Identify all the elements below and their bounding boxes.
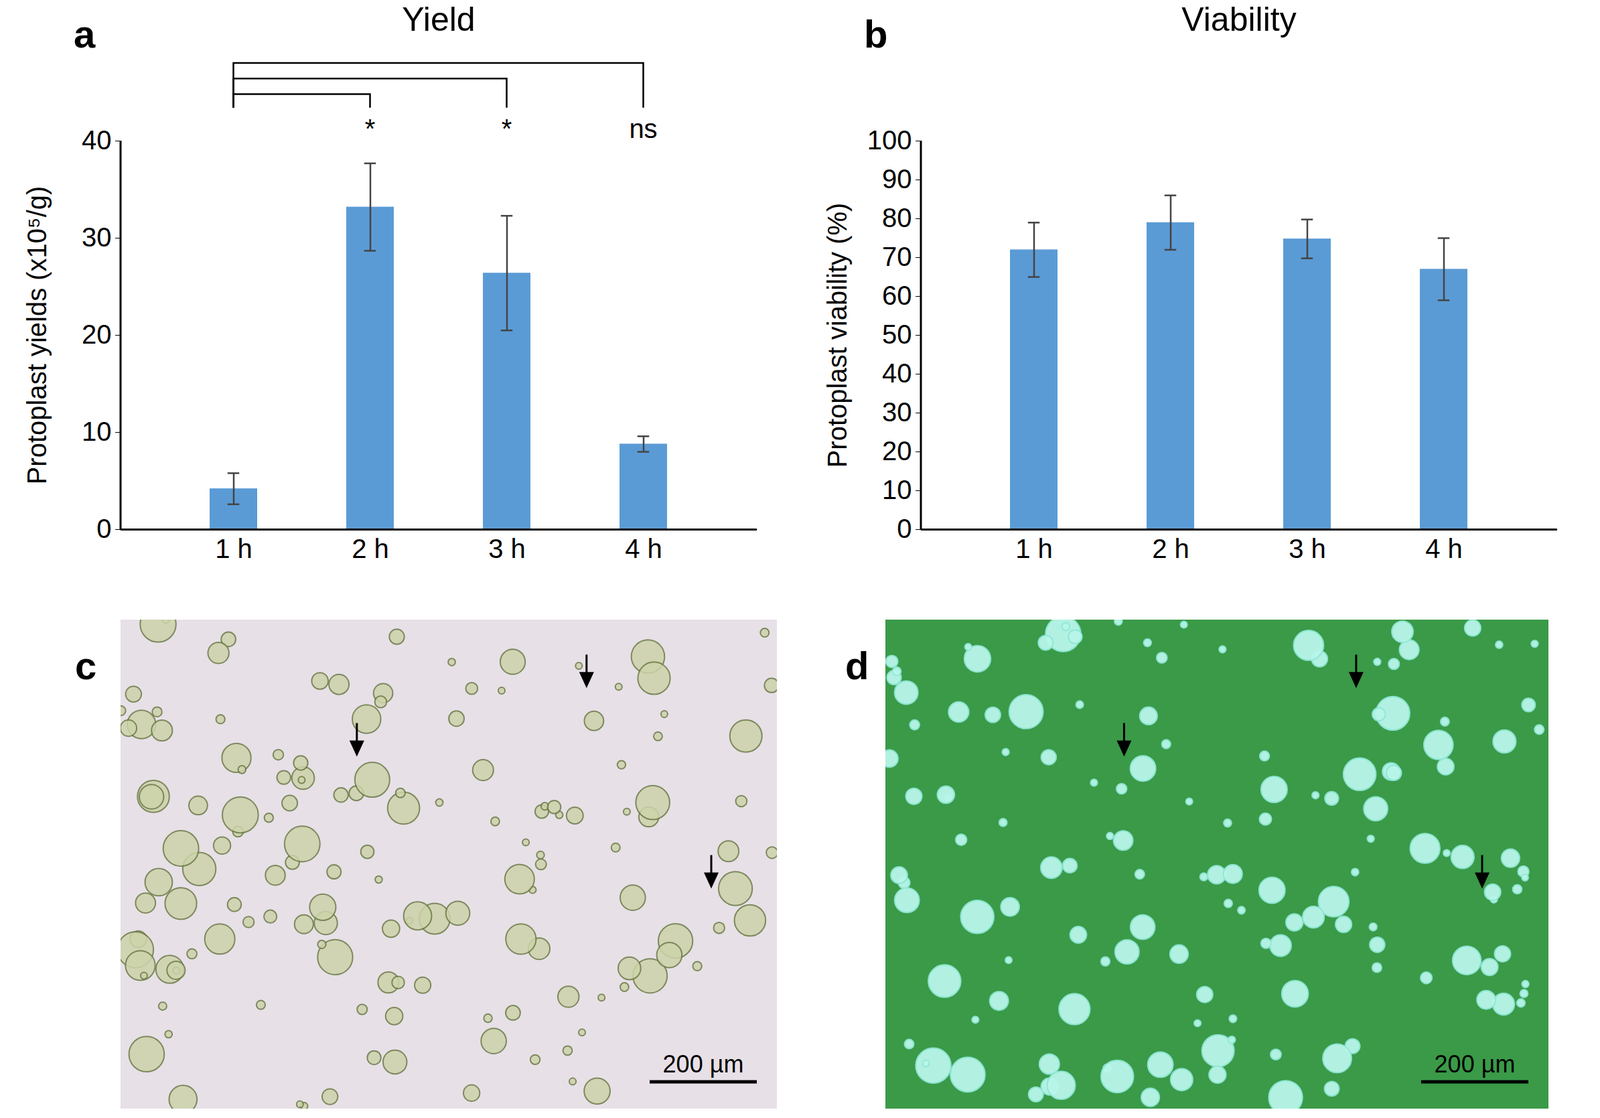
svg-text:0: 0 [896, 513, 912, 544]
svg-text:1 h: 1 h [1015, 533, 1053, 564]
svg-text:30: 30 [81, 222, 112, 252]
svg-text:1 h: 1 h [214, 533, 253, 564]
svg-text:0: 0 [96, 513, 112, 544]
html-text:b: b [863, 12, 888, 56]
svg-text:40: 40 [81, 125, 112, 155]
svg-text:*: * [501, 113, 513, 144]
svg-text:10: 10 [882, 474, 913, 505]
svg-text:40: 40 [882, 358, 913, 388]
svg-text:3 h: 3 h [488, 533, 526, 564]
html-text:a: a [73, 12, 96, 56]
svg-text:20: 20 [81, 319, 112, 349]
svg-text:30: 30 [882, 397, 913, 427]
svg-text:70: 70 [882, 241, 913, 272]
html-text:c: c [75, 643, 97, 688]
svg-text:3 h: 3 h [1288, 533, 1327, 564]
svg-text:50: 50 [882, 319, 913, 349]
svg-text:200 µm: 200 µm [663, 1050, 745, 1078]
svg-text:*: * [365, 113, 376, 144]
svg-text:4 h: 4 h [624, 533, 663, 564]
svg-text:2 h: 2 h [1151, 533, 1190, 564]
html-text:Viability: Viability [1181, 0, 1297, 39]
svg-text:60: 60 [882, 280, 913, 311]
svg-text:ns: ns [628, 113, 658, 144]
svg-text:Protoplast viability (%): Protoplast viability (%) [822, 202, 852, 469]
html-text:Yield: Yield [402, 0, 476, 39]
svg-text:200 µm: 200 µm [1434, 1050, 1516, 1078]
html-text:d: d [845, 643, 869, 688]
svg-text:10: 10 [81, 416, 112, 447]
svg-text:90: 90 [882, 164, 913, 194]
svg-text:80: 80 [882, 202, 913, 233]
svg-text:100: 100 [867, 125, 913, 155]
svg-text:4 h: 4 h [1425, 533, 1463, 564]
svg-text:Protoplast yields (x10⁵/g): Protoplast yields (x10⁵/g) [22, 186, 52, 485]
svg-text:2 h: 2 h [351, 533, 390, 564]
svg-text:20: 20 [882, 435, 913, 466]
